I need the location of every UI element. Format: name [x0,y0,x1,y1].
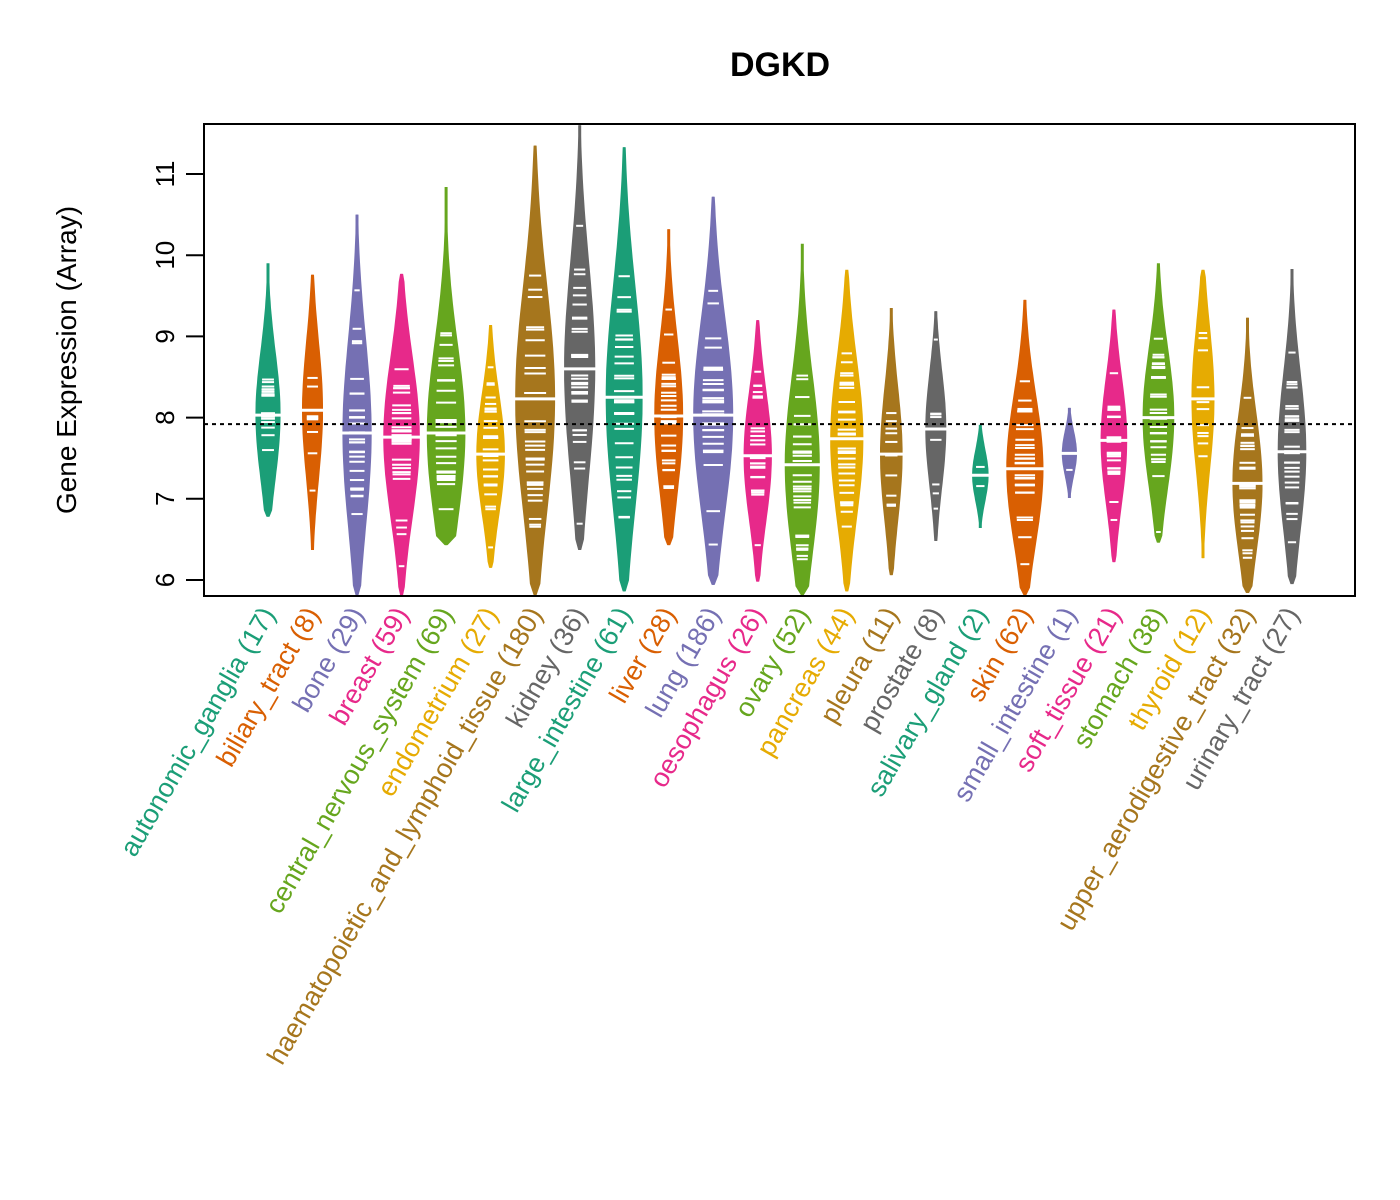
violin-body [564,125,596,550]
violin-oesophagus [740,320,775,582]
violin-body [1100,309,1128,563]
violin-body [1232,317,1263,593]
violin-body [605,147,643,592]
violin-body [342,214,372,595]
violin-lung [690,196,737,585]
violin-pleura [876,307,906,576]
violin-biliary_tract [298,274,327,550]
violin-body [476,325,505,568]
violin-breast [380,273,423,595]
violin-body [1277,269,1307,585]
violin-large_intestine [602,147,646,592]
y-tick-label: 8 [150,410,180,424]
violin-body [515,145,556,595]
violin-body [302,274,323,550]
violin-body [1191,269,1215,559]
violin-central_nervous_system [423,186,469,546]
violin-haematopoietic_and_lymphoid_tissue [512,145,559,595]
y-tick-label: 6 [150,573,180,587]
violin-bone [339,214,375,595]
violin-body [925,311,947,541]
violin-urinary_tract [1274,269,1310,585]
violin-body [784,243,820,596]
violin-kidney [561,125,599,550]
y-tick-label: 11 [150,161,180,188]
violin-stomach [1139,263,1178,543]
violin-prostate [922,311,950,542]
violin-pancreas [827,269,867,592]
y-axis-label: Gene Expression (Array) [51,206,82,514]
violin-autonomic_ganglia [252,263,284,517]
y-tick-label: 10 [150,241,180,270]
y-axis: 6 7 8 9 10 11 [150,161,205,587]
violin-thyroid [1188,269,1218,559]
violin-liver [651,229,687,546]
plot-area-frame [203,123,1356,597]
violin-body [1142,263,1175,543]
violin-salivary_gland [969,424,992,529]
x-axis-labels: autonomic_ganglia (17)biliary_tract (8)b… [114,602,1305,1069]
violin-small_intestine [1058,407,1080,498]
violin-soft_tissue [1097,309,1131,563]
y-tick-label: 7 [150,492,180,506]
violin-ovary [781,243,823,596]
violin-skin [1003,299,1047,595]
violins-layer [252,125,1310,596]
violin-body [743,320,772,582]
chart-title: DGKD [730,46,830,84]
y-tick-label: 9 [150,329,180,343]
violin-upper_aerodigestive_tract [1229,317,1266,593]
violin-endometrium [473,325,508,568]
